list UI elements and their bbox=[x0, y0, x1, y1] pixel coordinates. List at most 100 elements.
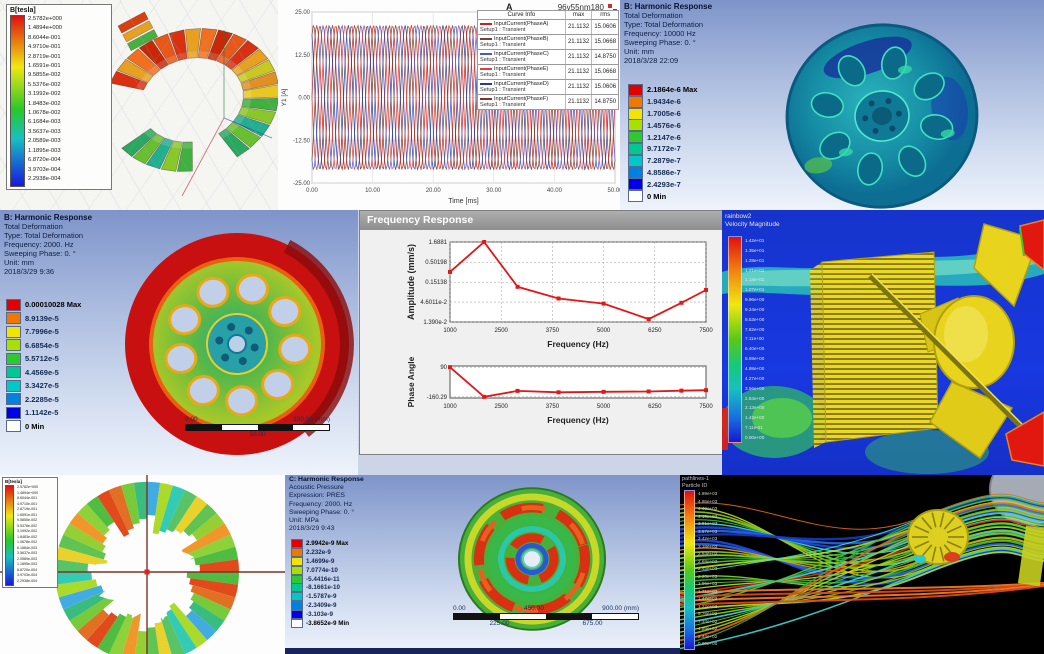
panel-current-chart[interactable]: 25.00 12.50 0.00 -12.50 -25.00 0.00 10.00 20.00… bbox=[278, 0, 620, 210]
frequency-response-plots[interactable]: 1.6881 0.50198 0.15138 4.6011e-2 1.390e-2 100… bbox=[360, 230, 720, 454]
colorbar-value: 6.8720e-004 bbox=[17, 567, 38, 572]
colorbar-value: 1.8483e-002 bbox=[28, 100, 61, 107]
curve-rms: 15.0606 bbox=[594, 24, 617, 30]
colorbar-swatch bbox=[628, 166, 643, 179]
flux-colorbar-values: 2.5782e+000 1.4894e+000 8.6044e-001 4.9710e… bbox=[28, 15, 62, 187]
colorbar-swatch bbox=[291, 556, 303, 566]
colorbar-value: 2.2938e-004 bbox=[28, 175, 61, 182]
header-line: Sweeping Phase: 0. ° bbox=[624, 38, 696, 47]
result-header: B: Harmonic Response Total Deformation Typ… bbox=[4, 213, 92, 276]
colorbar-label: 0.00010028 Max bbox=[25, 300, 82, 310]
colorbar-swatch bbox=[291, 610, 303, 620]
colorbar-value: 1.0678e-002 bbox=[17, 540, 38, 544]
curve-rms: 14.8750 bbox=[594, 99, 617, 105]
colorbar-value: 3.9703e-004 bbox=[28, 166, 61, 173]
curve-rms: 15.0668 bbox=[594, 39, 617, 45]
svg-text:Frequency (Hz): Frequency (Hz) bbox=[547, 415, 609, 425]
legend-title-line: rainbow2 bbox=[725, 213, 752, 220]
legend-col-curveinfo: Curve Info bbox=[478, 11, 566, 19]
colorbar-label: 3.3427e-5 bbox=[25, 381, 59, 391]
colorbar-value: 8.53e+00 bbox=[745, 316, 765, 322]
panel-velocity-cfd[interactable]: rainbow2 Velocity Magnitude 1.42e+01 1.35e… bbox=[722, 210, 1044, 475]
colorbar-swatch bbox=[628, 83, 643, 96]
legend-title-line: Velocity Magnitude bbox=[725, 220, 780, 228]
svg-text:12.50: 12.50 bbox=[295, 53, 311, 59]
colorbar-swatch bbox=[628, 95, 643, 108]
window-titlebar[interactable]: Frequency Response bbox=[360, 211, 722, 230]
ruler-max: 100.00 (mm) bbox=[293, 416, 330, 423]
colorbar-value: 1.28e+01 bbox=[745, 257, 765, 263]
colorbar-value: 4.16e+03 bbox=[698, 513, 718, 519]
colorbar-row: -8.1661e-10 bbox=[291, 583, 349, 593]
colorbar-value: 1.21e+01 bbox=[745, 267, 765, 273]
ring-viewport[interactable] bbox=[0, 475, 285, 654]
pathlines-viewport[interactable] bbox=[680, 475, 1044, 654]
colorbar-value: 4.89e+02 bbox=[698, 626, 718, 632]
colorbar-value: 4.65e+03 bbox=[698, 498, 718, 504]
colorbar-row: 2.9942e-9 Max bbox=[291, 538, 349, 548]
panel-flux-ring[interactable]: B[tesla] 2.5782e+000 1.4894e+000 8.6044e-0… bbox=[0, 475, 285, 654]
colorbar-label: 4.8586e-7 bbox=[647, 167, 681, 177]
colorbar-value: 6.8720e-004 bbox=[28, 157, 61, 164]
colorbar-row: 1.4576e-6 bbox=[628, 119, 697, 132]
colorbar-row: 4.4569e-5 bbox=[6, 366, 81, 380]
curve-legend-row: InputCurrent(PhaseE) Setup1 : Transient … bbox=[477, 65, 619, 80]
panel-flux-torus[interactable]: B[tesla] 2.5782e+000 1.4894e+000 8.6044e-0… bbox=[0, 0, 278, 210]
svg-text:30.00: 30.00 bbox=[486, 188, 502, 194]
ruler-mid: 50.00 bbox=[249, 431, 266, 438]
result-header: C: Harmonic Response Acoustic Pressure Exp… bbox=[289, 476, 364, 533]
curve-setup: Setup1 : Transient bbox=[480, 102, 526, 108]
colorbar-value: 3.18e+03 bbox=[698, 543, 718, 549]
flywheel-viewport[interactable] bbox=[0, 210, 358, 475]
colorbar-label: -2.3409e-9 bbox=[306, 602, 337, 610]
scale-ruler: 0.00 450.00 900.00 (mm) 225.00 675.00 bbox=[453, 605, 639, 628]
panel-acoustic-pressure[interactable]: C: Harmonic Response Acoustic Pressure Exp… bbox=[285, 475, 680, 654]
colorbar-value: 5.5376e-002 bbox=[17, 523, 38, 528]
curve-legend-row: InputCurrent(PhaseA) Setup1 : Transient … bbox=[477, 20, 619, 35]
colorbar-label: 2.2285e-5 bbox=[25, 394, 59, 404]
ruler-mid: 450.00 bbox=[523, 605, 544, 612]
curve-rms: 14.8750 bbox=[594, 54, 617, 60]
svg-text:4.6011e-2: 4.6011e-2 bbox=[420, 300, 447, 306]
colorbar-row: 0 Min bbox=[628, 190, 697, 203]
svg-text:2500: 2500 bbox=[495, 328, 509, 334]
torus-viewport[interactable] bbox=[0, 0, 278, 210]
curve-legend-header: Curve Info max rms bbox=[477, 10, 619, 20]
panel-harmonic-2000[interactable]: B: Harmonic Response Total Deformation Typ… bbox=[0, 210, 358, 475]
panel-frequency-response: Frequency Response 1.6881 0.50198 0.15138 4… bbox=[358, 210, 722, 475]
colorbar-row: 4.8586e-7 bbox=[628, 166, 697, 179]
flywheel-viewport[interactable] bbox=[620, 0, 1044, 210]
colorbar-value: 1.1895e-003 bbox=[28, 147, 61, 154]
colorbar-value: 4.9710e-001 bbox=[28, 44, 61, 51]
colorbar-value: 9.5855e-002 bbox=[28, 72, 61, 79]
chart-corner-label: 96v55nm180 bbox=[557, 3, 604, 12]
colorbar-label: 7.0774e-10 bbox=[306, 566, 338, 574]
svg-text:0.00: 0.00 bbox=[298, 96, 310, 102]
svg-text:5000: 5000 bbox=[597, 404, 611, 410]
curve-max: 21.1132 bbox=[566, 65, 593, 79]
colorbar-value: 3.91e+03 bbox=[698, 521, 718, 527]
svg-text:-160.29: -160.29 bbox=[427, 395, 448, 401]
colorbar-value: 1.4894e+000 bbox=[28, 25, 63, 32]
curve-setup: Setup1 : Transient bbox=[480, 57, 526, 63]
panel-harmonic-10000[interactable]: B: Harmonic Response Total Deformation Typ… bbox=[620, 0, 1044, 210]
velocity-colorbar-values: 1.42e+01 1.35e+01 1.28e+01 1.21e+01 1.14e+01… bbox=[745, 236, 764, 443]
colorbar-swatch bbox=[628, 142, 643, 155]
colorbar-value: 1.42e+01 bbox=[745, 238, 765, 243]
colorbar-row: 7.0774e-10 bbox=[291, 565, 349, 575]
panel-particle-tracks[interactable]: pathlines-1 Particle ID 4.89e+03 4.65e+03 4… bbox=[680, 475, 1044, 654]
header-line: Acoustic Pressure bbox=[289, 484, 344, 492]
colorbar-label: 1.7005e-6 bbox=[647, 108, 681, 118]
svg-text:0.50198: 0.50198 bbox=[425, 260, 447, 266]
colorbar-value: 2.84e+00 bbox=[745, 395, 765, 401]
colorbar-value: 6.1684e-003 bbox=[28, 119, 61, 126]
curve-legend-row: InputCurrent(PhaseF) Setup1 : Transient … bbox=[477, 95, 619, 110]
svg-text:5000: 5000 bbox=[597, 328, 611, 334]
colorbar-value: 1.6591e-001 bbox=[17, 512, 38, 517]
cfd-viewport[interactable] bbox=[722, 210, 1044, 475]
svg-text:1.390e-2: 1.390e-2 bbox=[423, 320, 447, 326]
disk-viewport[interactable] bbox=[285, 475, 680, 654]
colorbar-swatch bbox=[291, 565, 303, 575]
svg-text:2500: 2500 bbox=[495, 404, 509, 410]
colorbar-value: 2.5782e+000 bbox=[17, 485, 39, 489]
